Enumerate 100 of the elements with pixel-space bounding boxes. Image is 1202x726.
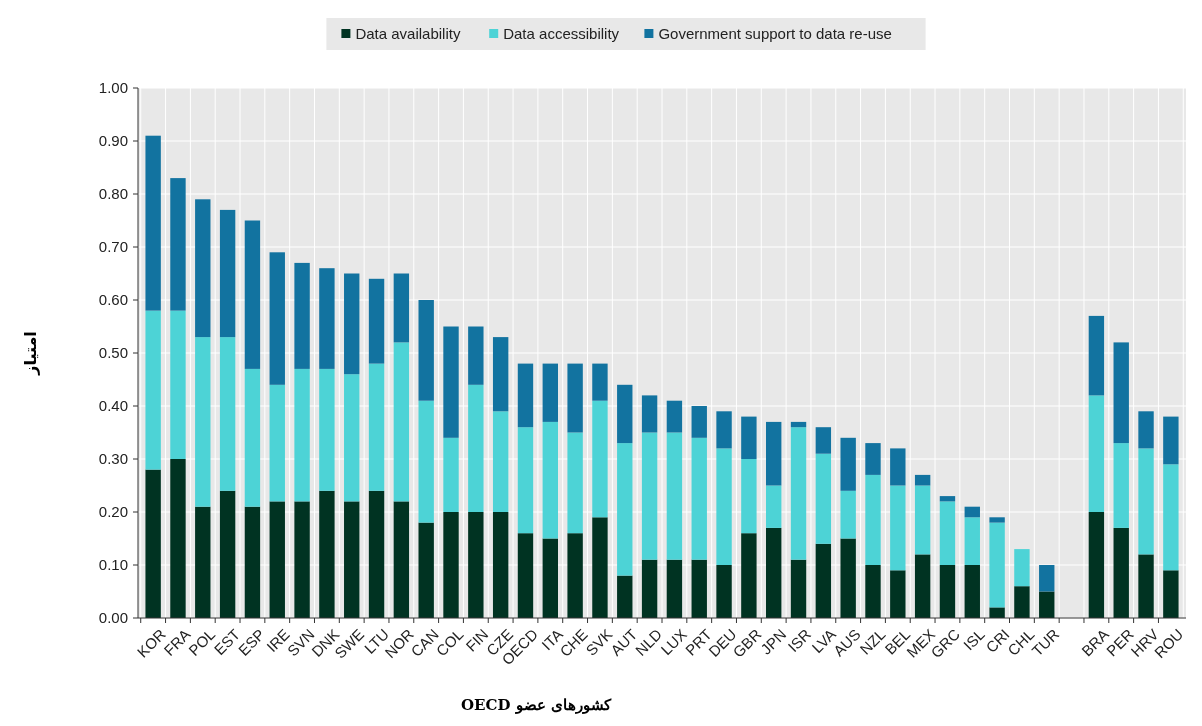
bar — [170, 178, 186, 311]
bar — [641, 432, 658, 560]
bar — [269, 384, 285, 502]
legend-label: Data accessibility — [503, 25, 620, 43]
bar — [865, 443, 881, 475]
bar — [1039, 591, 1055, 618]
bar — [691, 559, 707, 618]
bar — [964, 506, 980, 518]
bar — [443, 326, 459, 438]
bar — [170, 310, 186, 459]
bar — [716, 411, 732, 449]
bar — [542, 421, 558, 539]
bar — [890, 485, 906, 571]
bar — [567, 533, 583, 618]
bar — [666, 559, 683, 618]
bar — [666, 400, 683, 433]
bar — [294, 262, 310, 369]
bar — [418, 522, 434, 618]
bar — [468, 512, 484, 618]
y-tick-label: 0.30 — [98, 450, 128, 468]
bar — [542, 538, 558, 618]
bar — [517, 533, 534, 618]
bar — [865, 565, 881, 618]
y-tick-label: 0.70 — [98, 238, 128, 256]
bar — [567, 363, 583, 433]
bar — [1014, 549, 1030, 587]
legend-label: Data availability — [355, 25, 461, 43]
bar — [790, 421, 807, 428]
bar — [964, 565, 980, 618]
bar — [319, 268, 335, 369]
bar — [195, 337, 211, 507]
y-tick-label: 0.80 — [98, 185, 128, 203]
bar — [294, 368, 310, 502]
bar — [1113, 342, 1129, 444]
bar — [145, 310, 161, 470]
bar — [344, 273, 360, 375]
bar — [319, 368, 335, 491]
bar — [815, 543, 832, 618]
bar — [219, 209, 236, 338]
bar — [840, 490, 856, 539]
bar — [319, 490, 335, 618]
y-tick-label: 0.50 — [98, 344, 128, 362]
bar — [790, 559, 807, 618]
bar — [741, 533, 757, 618]
bar — [468, 326, 484, 385]
bar — [617, 575, 633, 618]
bar — [914, 485, 931, 555]
bar — [244, 506, 261, 618]
bar — [592, 363, 608, 401]
bar — [741, 459, 757, 534]
bar — [468, 384, 484, 512]
bar — [269, 501, 285, 618]
bar — [815, 453, 832, 544]
bar — [1088, 315, 1105, 396]
bar — [418, 400, 434, 523]
bar — [641, 559, 658, 618]
bar — [890, 570, 906, 618]
bar — [641, 395, 658, 433]
bar — [368, 490, 385, 618]
legend-label: Government support to data re-use — [658, 25, 892, 43]
bar — [766, 527, 782, 618]
bar — [989, 522, 1005, 608]
bar — [691, 437, 707, 560]
bar — [244, 220, 261, 369]
bar — [244, 368, 261, 507]
bar — [840, 437, 856, 491]
bar — [766, 485, 782, 528]
bar — [815, 427, 832, 454]
bar — [939, 501, 956, 565]
bar — [989, 517, 1005, 523]
bar — [766, 421, 782, 486]
bar — [492, 411, 509, 512]
bar — [393, 342, 410, 502]
y-tick-label: 0.10 — [98, 556, 128, 574]
bar — [939, 496, 956, 502]
bar — [517, 427, 534, 534]
bar — [1138, 411, 1154, 449]
bar — [1163, 570, 1179, 618]
bar — [592, 400, 608, 518]
bar — [716, 448, 732, 565]
bar — [1113, 443, 1129, 528]
bar — [989, 607, 1005, 618]
bar — [666, 432, 683, 560]
bar — [890, 448, 906, 486]
bar — [1163, 464, 1179, 571]
bar — [790, 427, 807, 560]
bar — [145, 469, 161, 618]
y-tick-label: 0.20 — [98, 503, 128, 521]
bar — [1113, 527, 1129, 618]
bar — [145, 135, 161, 311]
bar — [1014, 586, 1030, 618]
bar — [492, 337, 509, 412]
bar — [914, 474, 931, 486]
bar — [741, 416, 757, 459]
y-tick-label: 0.40 — [98, 397, 128, 415]
bar — [443, 512, 459, 618]
bar — [344, 374, 360, 502]
bar — [865, 474, 881, 565]
bar — [716, 565, 732, 618]
bar — [517, 363, 534, 428]
